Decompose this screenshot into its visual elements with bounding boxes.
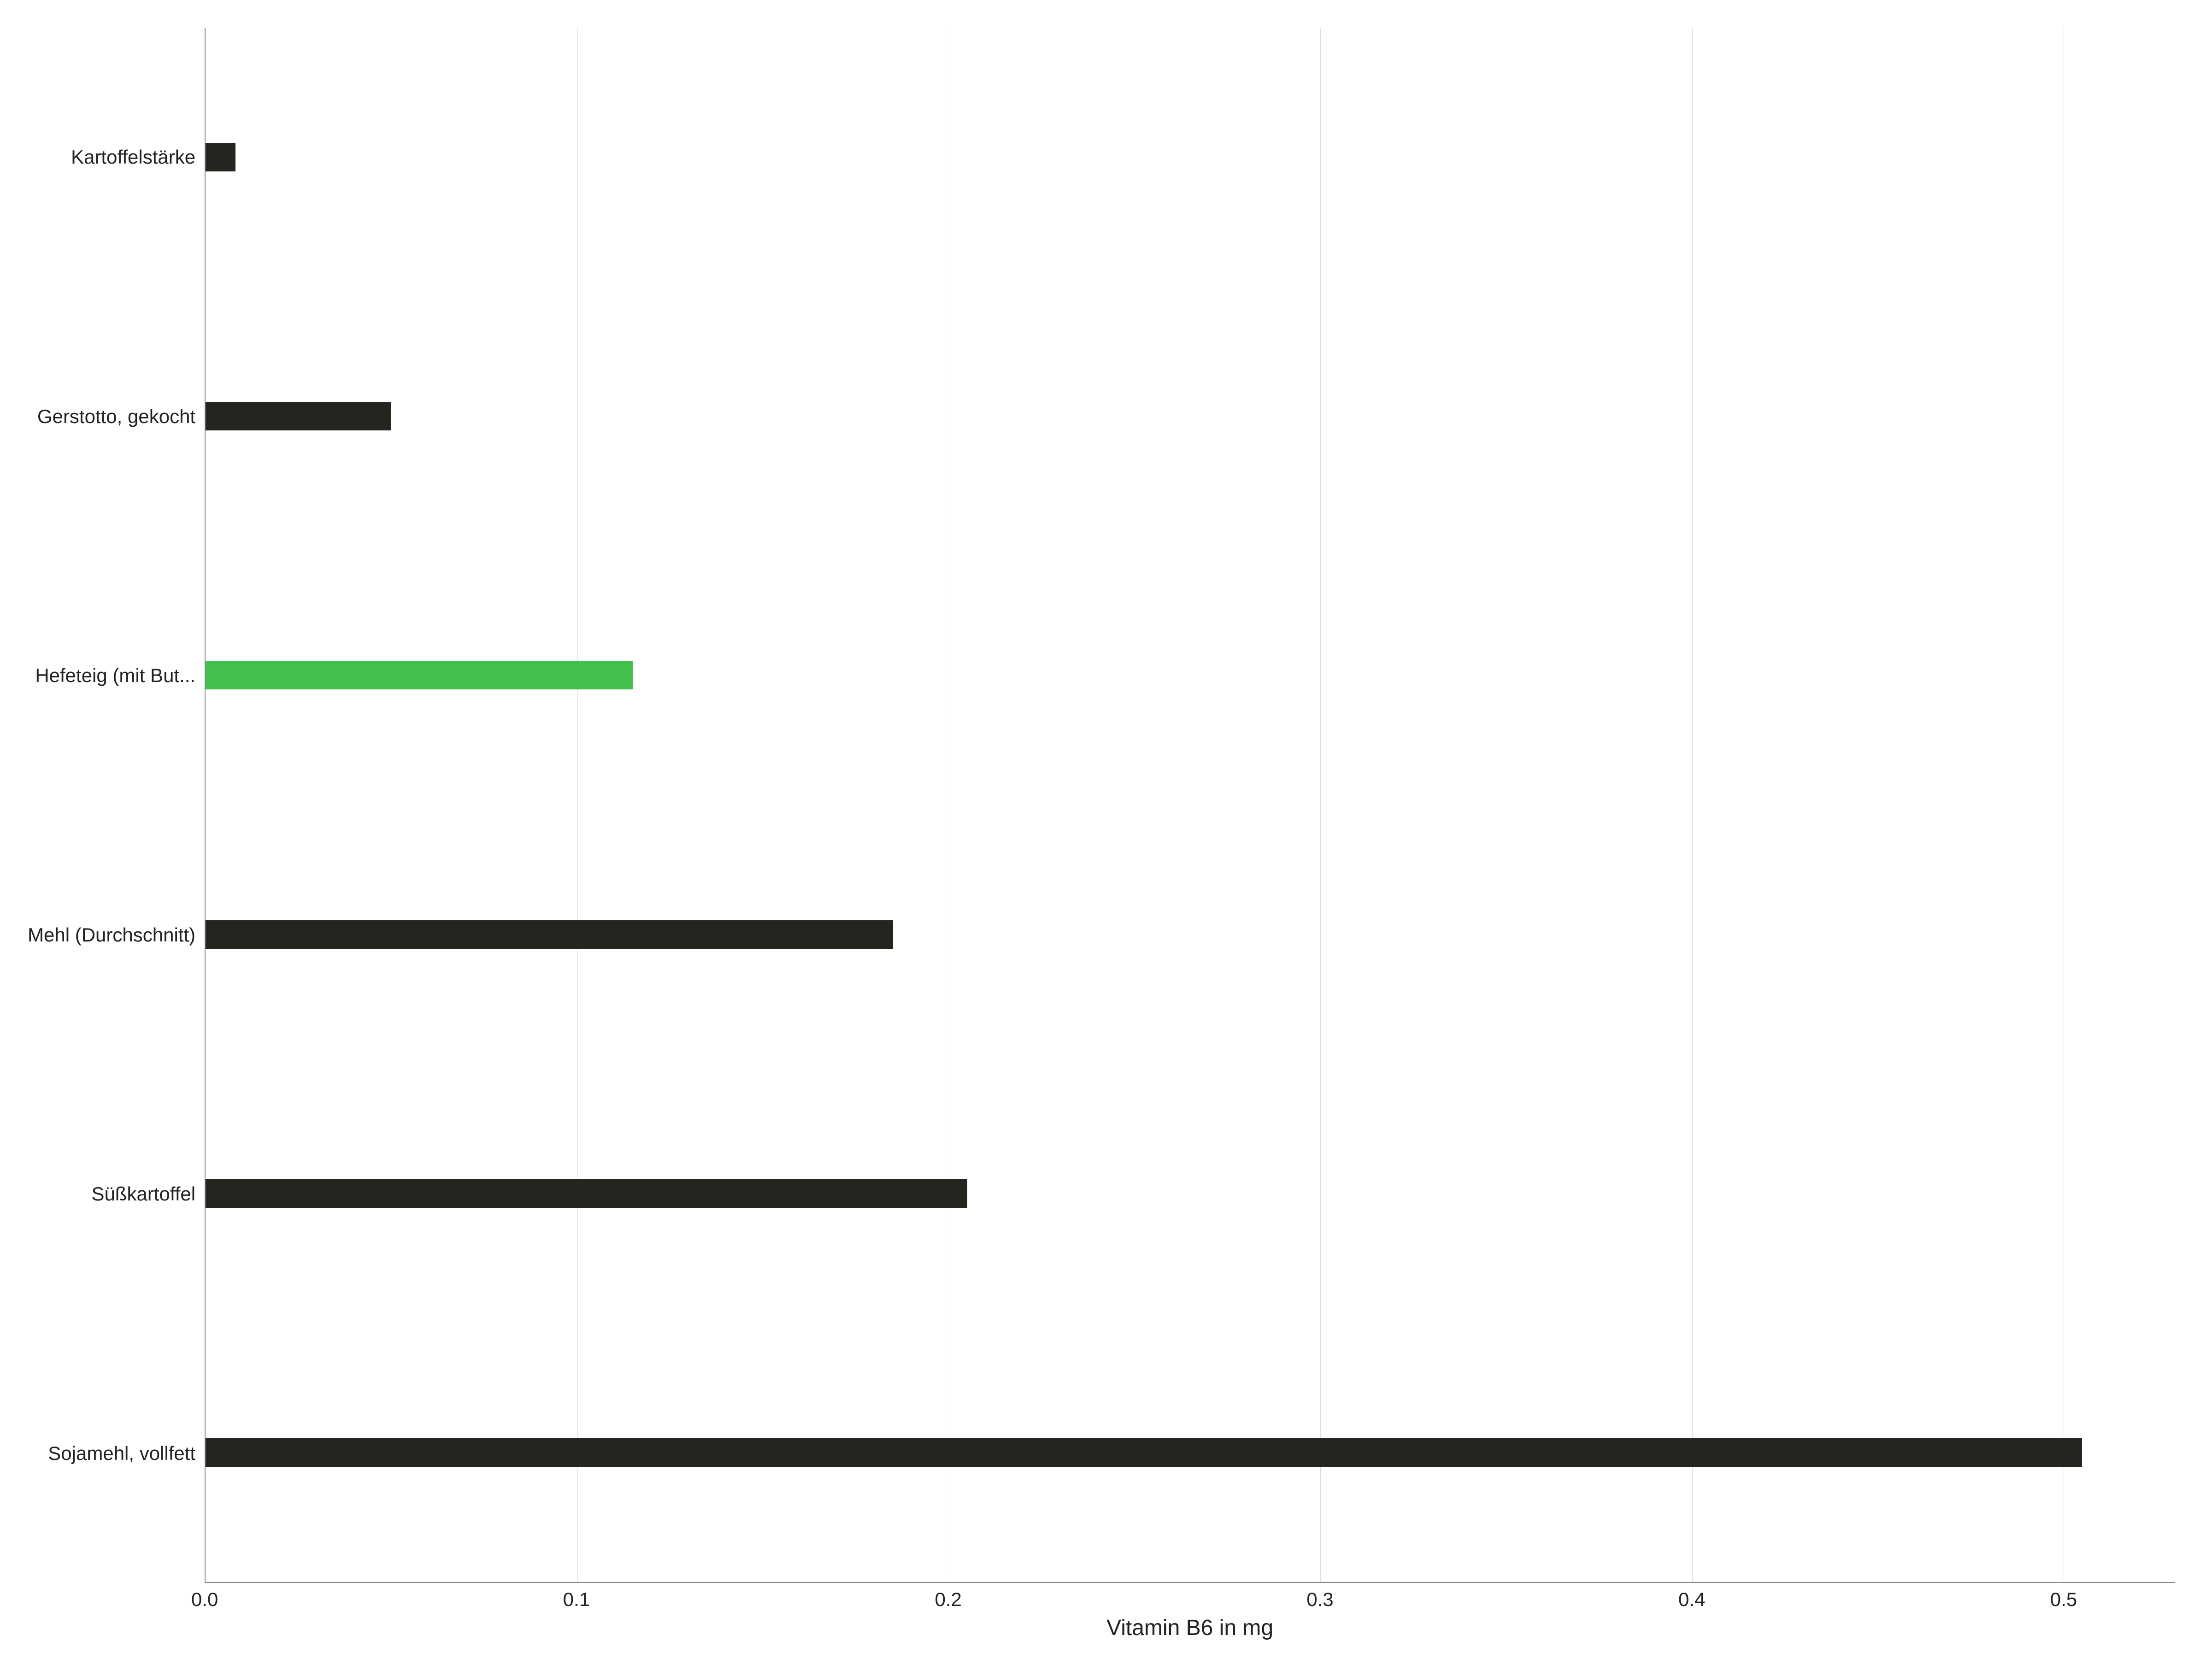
chart-container: Kartoffelstärke Gerstotto, gekocht Hefetei… xyxy=(0,0,2212,1659)
x-axis: 0.00.10.20.30.40.5 Vitamin B6 in mg xyxy=(205,1583,2175,1641)
x-tick-labels: 0.00.10.20.30.40.5 xyxy=(205,1583,2175,1611)
x-tick-label: 0.2 xyxy=(935,1588,961,1611)
y-axis-labels: Kartoffelstärke Gerstotto, gekocht Hefetei… xyxy=(28,28,205,1583)
y-axis-label: Gerstotto, gekocht xyxy=(28,407,195,426)
bar xyxy=(206,661,633,689)
bar-row xyxy=(206,1438,2175,1467)
y-axis-label: Mehl (Durchschnitt) xyxy=(28,925,195,945)
x-tick-label: 0.4 xyxy=(1678,1588,1705,1611)
axis-spacer xyxy=(28,1583,205,1641)
bar-row xyxy=(206,402,2175,430)
bars-container xyxy=(206,28,2175,1582)
y-axis-label: Sojamehl, vollfett xyxy=(28,1444,195,1463)
bar xyxy=(206,920,893,949)
bar xyxy=(206,1179,967,1208)
x-tick-label: 0.1 xyxy=(563,1588,590,1611)
bar xyxy=(206,143,235,171)
y-axis-label: Süßkartoffel xyxy=(28,1184,195,1204)
bar-row xyxy=(206,920,2175,949)
x-axis-title: Vitamin B6 in mg xyxy=(205,1615,2175,1641)
y-axis-label: Hefeteig (mit But... xyxy=(28,666,195,685)
bar-row xyxy=(206,143,2175,171)
bar xyxy=(206,402,391,430)
x-tick-label: 0.5 xyxy=(2050,1588,2077,1611)
bar-row xyxy=(206,1179,2175,1208)
bar-row xyxy=(206,661,2175,689)
x-axis-row: 0.0 0.1 0.2 0.3 0.4 0.5 Vitamin B6 in mg xyxy=(28,1583,2175,1641)
chart-body: Kartoffelstärke Gerstotto, gekocht Hefetei… xyxy=(28,28,2175,1583)
x-tick-label: 0.0 xyxy=(191,1588,218,1611)
plot-area xyxy=(205,28,2175,1583)
bar xyxy=(206,1438,2082,1467)
x-tick-label: 0.3 xyxy=(1306,1588,1333,1611)
y-axis-label: Kartoffelstärke xyxy=(28,147,195,167)
